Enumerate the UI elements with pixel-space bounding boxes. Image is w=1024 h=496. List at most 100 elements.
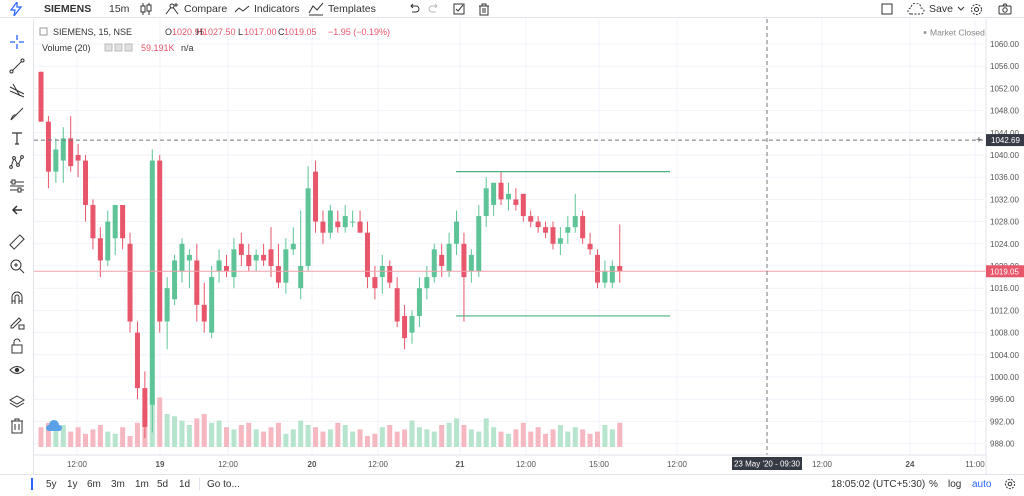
range-1m[interactable]: 1m [135, 479, 149, 490]
range-3m[interactable]: 3m [111, 479, 125, 490]
collapse-legend-icon[interactable] [39, 27, 48, 36]
percent-toggle[interactable]: % [929, 479, 938, 490]
pattern-icon [9, 155, 24, 169]
stay-drawing-tool[interactable] [8, 313, 26, 331]
save-label: Save [929, 3, 953, 15]
volume-bar [557, 425, 563, 447]
goto-button[interactable]: Go to... [207, 479, 240, 490]
candle-body [45, 121, 51, 172]
lock-tool[interactable] [8, 337, 26, 355]
volume-value: 59.191K [141, 43, 175, 53]
eye-icon[interactable] [104, 43, 113, 52]
candle-body [483, 188, 489, 217]
legend-o-label: O [165, 27, 172, 37]
candle-body [498, 182, 504, 200]
lightning-icon[interactable] [10, 0, 22, 18]
forecast-tool[interactable] [8, 177, 26, 195]
pattern-tool[interactable] [8, 153, 26, 171]
range-5y[interactable]: 5y [46, 479, 57, 490]
volume-bar [342, 425, 348, 447]
candle-body [298, 266, 304, 289]
candles-icon [140, 3, 152, 15]
price-tick-label: 1040.00 [990, 151, 1019, 160]
candle-body [609, 266, 615, 283]
timeframes-icon [30, 475, 34, 496]
indicators-button[interactable]: Indicators [234, 0, 300, 18]
volume-bar [476, 431, 482, 447]
interval-label: 15m [109, 3, 130, 15]
legend-c-label: C [278, 27, 285, 37]
settings-button[interactable] [1004, 478, 1016, 493]
object-tree-tool[interactable] [8, 393, 26, 411]
candle-body [172, 260, 178, 300]
crosshair-tool[interactable] [8, 33, 26, 51]
snapshot-button[interactable] [998, 0, 1012, 18]
candle-body [350, 221, 356, 223]
back-arrow-tool[interactable] [8, 201, 26, 219]
fullscreen-button[interactable] [881, 0, 893, 18]
price-axis[interactable]: 1060.00 1056.00 1052.00 1048.00 1044.00 1040.… [976, 19, 1024, 474]
save-button[interactable]: Save [907, 0, 965, 18]
brush-tool[interactable] [8, 105, 26, 123]
volume-bar [528, 431, 534, 447]
time-tick-label: 12:00 [67, 460, 88, 469]
candle-body [505, 193, 511, 200]
visibility-tool[interactable] [8, 361, 26, 379]
gear-icon[interactable] [114, 43, 123, 52]
candle-body [127, 243, 133, 322]
time-axis[interactable]: 12:00 19 12:00 20 12:00 21 12:00 15:00 12:00 12:0… [34, 454, 986, 470]
price-tick-label: 1056.00 [990, 62, 1019, 71]
range-1d[interactable]: 1d [179, 479, 191, 490]
candle-body [90, 204, 96, 239]
compare-button[interactable]: Compare [164, 0, 227, 18]
text-tool[interactable] [8, 129, 26, 147]
volume-bar [461, 425, 467, 447]
candle-body [201, 304, 207, 322]
measure-tool[interactable] [8, 233, 26, 251]
candle-body [320, 221, 326, 233]
candle-body [231, 249, 237, 278]
settings-button[interactable] [970, 0, 983, 18]
screenshot-check-button[interactable] [453, 0, 465, 18]
interval-button[interactable]: 15m [109, 0, 129, 18]
zoom-tool[interactable] [8, 257, 26, 275]
chart-type-button[interactable] [139, 0, 153, 18]
volume-bar [68, 431, 74, 447]
volume-bar [454, 418, 460, 447]
remove-drawings-tool[interactable] [8, 417, 26, 435]
legend-h-label: H [196, 27, 203, 37]
time-tick-label: 12:00 [516, 460, 537, 469]
templates-button[interactable]: Templates [308, 0, 376, 18]
compare-label: Compare [184, 3, 228, 15]
log-toggle[interactable]: log [948, 479, 962, 490]
trash-button[interactable] [478, 0, 490, 18]
volume-bar [75, 427, 81, 447]
price-chart[interactable]: 1060.00 1056.00 1052.00 1048.00 1044.00 1040.… [34, 19, 1024, 474]
volume-bar [446, 422, 452, 447]
auto-toggle[interactable]: auto [972, 479, 992, 490]
range-1y[interactable]: 1y [67, 479, 78, 490]
fib-tool[interactable] [8, 81, 26, 99]
volume-bar [53, 429, 59, 447]
symbol-search-button[interactable]: SIEMENS [44, 0, 91, 18]
candle-body [357, 221, 363, 233]
more-icon[interactable] [124, 43, 133, 52]
price-tick-label: 996.00 [990, 395, 1015, 404]
candle-body [394, 288, 400, 322]
time-tick-label: 12:00 [218, 460, 239, 469]
camera-icon [998, 3, 1012, 15]
volume-bar [535, 427, 541, 447]
volume-bar [313, 427, 319, 447]
range-5d[interactable]: 5d [157, 479, 169, 490]
redo-button[interactable] [428, 0, 440, 18]
candle-body [528, 216, 534, 222]
symbol-label: SIEMENS [44, 3, 92, 15]
undo-button[interactable] [408, 0, 420, 18]
volume-bar [468, 429, 474, 447]
volume-bar [595, 431, 600, 447]
eye-icon [9, 366, 25, 374]
trendline-tool[interactable] [8, 57, 26, 75]
magnet-tool[interactable] [8, 289, 26, 307]
volume-bar [364, 436, 370, 447]
range-6m[interactable]: 6m [87, 479, 101, 490]
